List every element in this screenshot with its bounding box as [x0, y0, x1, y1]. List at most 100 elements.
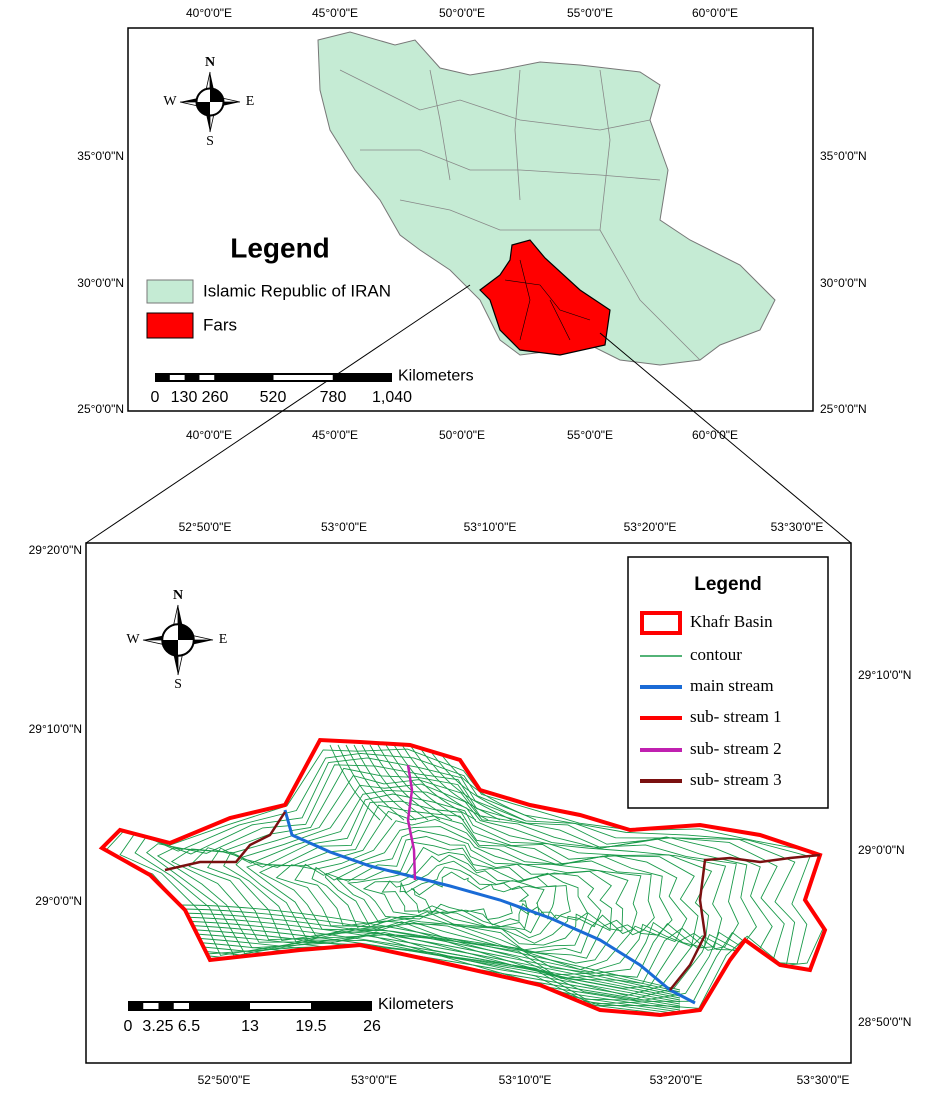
scale-label: 260 [202, 389, 229, 406]
contour-line [294, 826, 642, 954]
lon-label: 45°0'0"E [312, 428, 358, 442]
legend-item: sub- stream 2 [690, 739, 782, 758]
legend-title: Legend [694, 574, 762, 595]
legend-item: Islamic Republic of IRAN [203, 281, 391, 300]
scale-label: 13 [241, 1018, 259, 1035]
contour-line [134, 757, 796, 1001]
scale-label: 0 [151, 389, 160, 406]
sub-stream-3 [669, 853, 821, 991]
contour-line [188, 783, 739, 984]
compass-quarters [162, 624, 194, 656]
lat-label: 29°0'0"N [35, 894, 82, 908]
iran-outline [317, 31, 776, 366]
lat-label: 35°0'0"N [77, 149, 124, 163]
north-arrow [142, 604, 214, 676]
scale-label: 26 [363, 1018, 381, 1035]
scale-unit: Kilometers [378, 996, 454, 1013]
contour-line [393, 744, 477, 821]
legend-item: main stream [690, 676, 774, 695]
lon-label: 53°30'0"E [771, 520, 824, 534]
legend-item: sub- stream 1 [690, 707, 782, 726]
contour-line [179, 916, 681, 997]
contour-line [223, 793, 713, 976]
legend-item: Fars [203, 315, 237, 334]
scale-label: 19.5 [295, 1018, 326, 1035]
contour-line [156, 767, 773, 996]
scale-label: 520 [260, 389, 287, 406]
legend-item: contour [690, 645, 742, 664]
contour-line [361, 744, 429, 821]
lat-label: 25°0'0"N [77, 402, 124, 416]
compass-w: W [126, 632, 140, 647]
contour-line [401, 744, 489, 821]
province-borders [339, 69, 701, 361]
zoom-line [599, 332, 852, 544]
lon-label: 53°0'0"E [351, 1073, 397, 1087]
lon-label: 60°0'0"E [692, 428, 738, 442]
khafr-basin [98, 737, 828, 1018]
contour-line [399, 866, 545, 926]
lon-label: 53°20'0"E [650, 1073, 703, 1087]
sub-stream-2 [406, 764, 417, 881]
lon-label: 53°30'0"E [797, 1073, 850, 1087]
lon-label: 52°50'0"E [198, 1073, 251, 1087]
contour-line [179, 924, 681, 1001]
lon-label: 40°0'0"E [186, 6, 232, 20]
compass-s: S [174, 677, 182, 692]
contour-line [345, 744, 405, 821]
scale-bar-gap [273, 375, 333, 380]
compass-n: N [173, 588, 183, 603]
lat-label: 25°0'0"N [820, 402, 867, 416]
contour-line [369, 744, 441, 821]
contour-line [179, 904, 681, 991]
contour-line [179, 912, 681, 995]
sub-stream-3 [164, 811, 287, 872]
contour-line [179, 908, 681, 993]
zoom-line [85, 284, 471, 544]
scale-label: 6.5 [178, 1018, 200, 1035]
contour-line [170, 775, 757, 989]
contour-line [329, 744, 381, 821]
main-stream [283, 809, 696, 1005]
north-arrow [179, 71, 241, 133]
legend-swatch-basin [640, 611, 682, 635]
fars-districts [504, 259, 591, 341]
lat-label: 29°10'0"N [29, 722, 82, 736]
lon-label: 50°0'0"E [439, 6, 485, 20]
lon-label: 52°50'0"E [179, 520, 232, 534]
legend-swatch-fars [146, 312, 194, 339]
lat-label: 29°20'0"N [29, 543, 82, 557]
scale-unit: Kilometers [398, 368, 474, 385]
scale-bar-gap [199, 375, 215, 380]
contour-line [409, 744, 501, 821]
scale-bar-gap [169, 375, 185, 380]
compass-quarters [196, 88, 224, 116]
fars-province [479, 239, 611, 356]
compass-e: E [219, 632, 228, 647]
lat-label: 28°50'0"N [858, 1015, 911, 1029]
contour-line [179, 920, 681, 999]
lat-label: 29°10'0"N [858, 668, 911, 682]
contour-line [337, 744, 393, 821]
scale-label: 130 [171, 389, 198, 406]
lon-label: 53°20'0"E [624, 520, 677, 534]
compass-e: E [246, 94, 255, 109]
legend-box [627, 556, 829, 809]
contour-line [417, 744, 513, 821]
contour-line [385, 744, 465, 821]
compass-n: N [205, 55, 215, 70]
lon-label: 55°0'0"E [567, 428, 613, 442]
legend-title: Legend [230, 232, 330, 263]
contour-line [336, 841, 602, 944]
lat-label: 30°0'0"N [820, 276, 867, 290]
scale-bar-gap [173, 1003, 189, 1009]
contour-line [425, 744, 525, 821]
lon-label: 60°0'0"E [692, 6, 738, 20]
contour-line [311, 829, 629, 951]
scale-label: 1,040 [372, 389, 412, 406]
lon-label: 50°0'0"E [439, 428, 485, 442]
scale-label: 3.25 [142, 1018, 173, 1035]
compass-w: W [163, 94, 177, 109]
contour-line [246, 804, 688, 971]
